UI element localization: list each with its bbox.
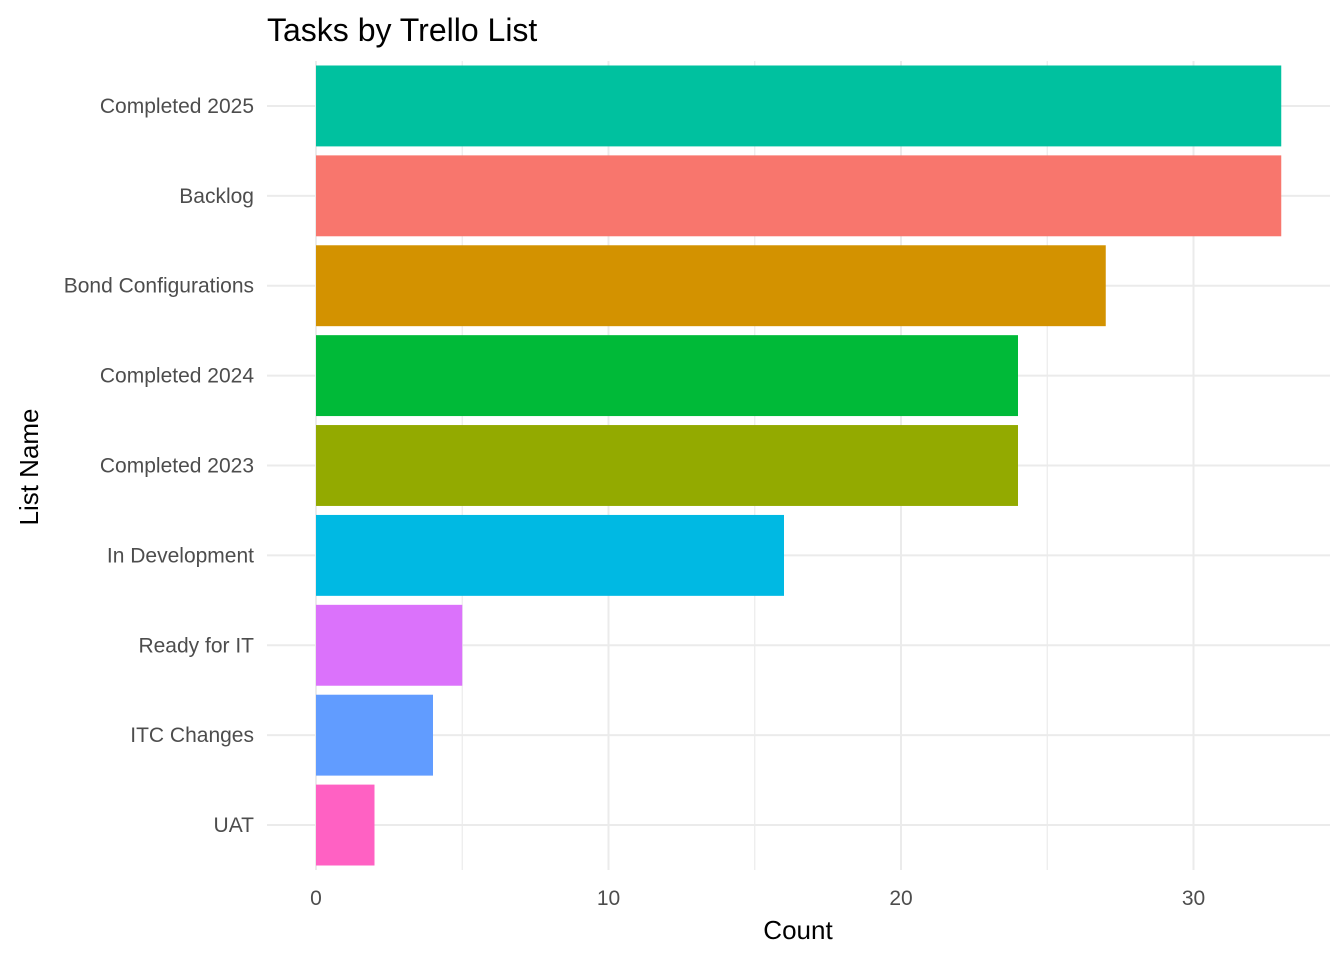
bar-in-development <box>316 514 784 596</box>
x-axis-title: Count <box>763 915 833 945</box>
y-tick-label: Completed 2024 <box>100 365 254 388</box>
chart-title: Tasks by Trello List <box>267 12 537 48</box>
y-tick-label: Completed 2025 <box>100 95 254 118</box>
y-tick-label: Ready for IT <box>138 634 254 657</box>
x-axis-tick-labels: 0 10 20 30 <box>310 887 1205 910</box>
y-tick-label: Backlog <box>179 185 254 208</box>
x-tick-label: 30 <box>1182 887 1205 910</box>
y-tick-label: UAT <box>214 814 255 837</box>
y-axis-tick-labels: Completed 2025 Backlog Bond Configurations… <box>64 95 255 837</box>
x-tick-label: 20 <box>889 887 912 910</box>
bar-completed-2024 <box>316 335 1018 417</box>
bar-completed-2023 <box>316 425 1018 506</box>
x-tick-label: 0 <box>310 887 322 910</box>
y-tick-label: In Development <box>107 544 254 567</box>
y-axis-title: List Name <box>14 408 44 525</box>
bar-ready-for-it <box>316 604 463 686</box>
y-tick-label: Completed 2023 <box>100 455 254 478</box>
bar-backlog <box>316 155 1282 237</box>
bar-itc-changes <box>316 694 433 776</box>
y-tick-label: Bond Configurations <box>64 275 254 298</box>
bar-uat <box>316 784 375 866</box>
bar-completed-2025 <box>316 65 1282 147</box>
y-tick-label: ITC Changes <box>130 724 254 747</box>
x-tick-label: 10 <box>597 887 620 910</box>
bars <box>316 65 1282 866</box>
bar-bond-configurations <box>316 245 1106 327</box>
